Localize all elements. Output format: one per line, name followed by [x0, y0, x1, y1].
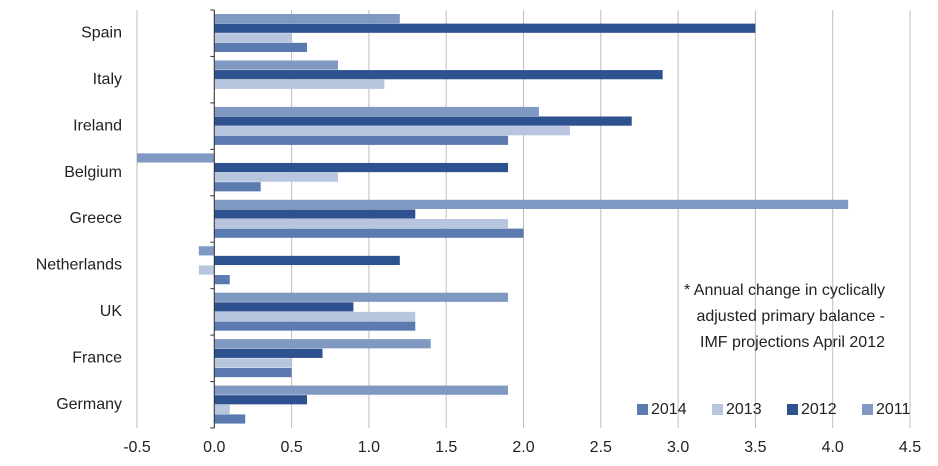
bar — [198, 265, 215, 275]
y-tick-label: Greece — [70, 210, 123, 227]
bar — [214, 23, 756, 33]
bar — [214, 414, 246, 424]
x-tick-label: 0.0 — [203, 439, 225, 456]
bar — [214, 126, 570, 136]
bar — [214, 395, 308, 405]
x-tick-label: 1.0 — [358, 439, 380, 456]
y-tick-label: Belgium — [64, 164, 122, 181]
bar — [214, 135, 509, 145]
bar — [214, 219, 509, 229]
y-tick-label: Ireland — [73, 117, 122, 134]
bar — [214, 182, 261, 192]
bar — [214, 209, 416, 219]
bar — [214, 172, 338, 182]
x-tick-label: 1.5 — [435, 439, 457, 456]
bar — [137, 153, 215, 163]
x-tick-label: 0.5 — [280, 439, 302, 456]
bar — [214, 228, 524, 238]
bar — [214, 358, 292, 368]
x-tick-label: -0.5 — [123, 439, 151, 456]
y-tick-label: France — [72, 350, 122, 367]
annotation: * Annual change in cyclically — [684, 282, 885, 299]
bar — [214, 60, 338, 70]
bar — [214, 292, 509, 302]
legend-label: 2013 — [726, 401, 762, 418]
annotation: adjusted primary balance - — [696, 308, 885, 325]
bar — [214, 275, 230, 285]
bar — [214, 321, 416, 331]
x-tick-label: 3.5 — [744, 439, 766, 456]
bar — [214, 339, 431, 349]
y-tick-label: Italy — [93, 71, 122, 88]
x-tick-label: 3.0 — [667, 439, 689, 456]
legend-swatch — [712, 404, 723, 415]
x-tick-label: 4.0 — [822, 439, 844, 456]
bar — [214, 311, 416, 322]
bar — [214, 116, 632, 126]
legend-label: 2012 — [801, 401, 837, 418]
bar — [214, 385, 509, 395]
bar — [214, 199, 849, 209]
annotation: IMF projections April 2012 — [700, 334, 885, 351]
bar — [214, 255, 400, 266]
y-tick-label: Netherlands — [36, 257, 122, 274]
legend-label: 2011 — [876, 401, 911, 418]
bar — [214, 14, 400, 24]
bar — [214, 33, 292, 43]
legend-label: 2014 — [651, 401, 687, 418]
bar — [214, 302, 354, 312]
bar — [214, 348, 323, 358]
bar — [214, 106, 539, 117]
y-tick-label: Germany — [56, 396, 122, 413]
bar — [214, 404, 230, 414]
y-tick-label: Spain — [81, 24, 122, 41]
bar — [214, 79, 385, 89]
legend-swatch — [637, 404, 648, 415]
x-tick-label: 4.5 — [899, 439, 921, 456]
x-tick-label: 2.0 — [512, 439, 534, 456]
bar — [198, 246, 215, 256]
y-tick-label: UK — [100, 303, 123, 320]
bar — [214, 162, 509, 173]
bar — [214, 42, 308, 53]
bar — [214, 70, 663, 80]
x-tick-label: 2.5 — [590, 439, 612, 456]
bar — [214, 367, 292, 378]
legend-swatch — [862, 404, 873, 415]
legend-swatch — [787, 404, 798, 415]
